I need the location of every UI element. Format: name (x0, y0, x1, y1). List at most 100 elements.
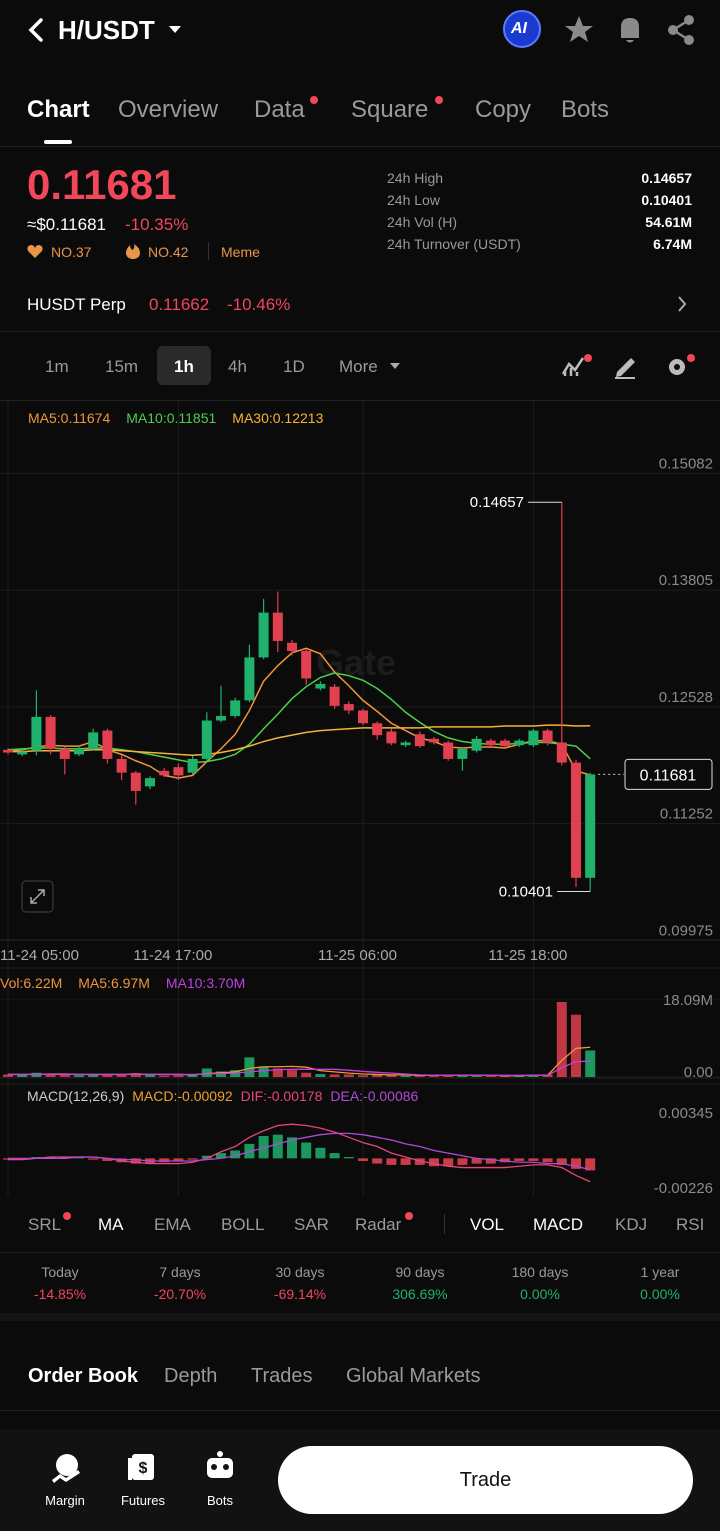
perp-chevron[interactable] (674, 294, 690, 314)
tab[interactable]: Bots (561, 96, 610, 123)
macd-bar (400, 1158, 411, 1165)
book-tab[interactable]: Global Markets (346, 1365, 481, 1387)
favorite-button[interactable] (565, 16, 593, 42)
candle-body (429, 738, 439, 743)
volume-ma-line (8, 1046, 591, 1077)
period-value: -14.85% (33, 1286, 87, 1302)
candle-body (45, 716, 56, 749)
volume-bar (74, 1075, 84, 1077)
candle-body (400, 742, 411, 746)
period-label: Today (41, 1264, 79, 1280)
bots-icon[interactable] (207, 1451, 233, 1478)
tab[interactable]: Square (351, 96, 429, 123)
interval[interactable]: More (339, 357, 378, 376)
indicator[interactable]: BOLL (221, 1215, 265, 1234)
tag[interactable]: Meme (221, 244, 260, 260)
candle-body (542, 730, 553, 743)
volume-bar (343, 1074, 354, 1077)
macd-bar (287, 1137, 297, 1159)
y-tick-label: 0.00 (684, 1064, 713, 1081)
period-label: 180 days (511, 1264, 569, 1280)
x-tick-label: 11-24 05:00 (0, 947, 79, 964)
indicator[interactable]: EMA (154, 1215, 191, 1234)
expand-button[interactable] (21, 880, 54, 913)
interval[interactable]: 1D (283, 357, 305, 376)
volume-bar (59, 1074, 70, 1077)
volume-bar (386, 1074, 397, 1077)
indicator[interactable]: KDJ (615, 1215, 648, 1234)
indicator[interactable]: Radar (355, 1215, 402, 1234)
pair-title[interactable]: H/USDT (58, 15, 155, 45)
macd-bar (45, 1157, 56, 1159)
badge-dot (405, 1212, 413, 1220)
candle-body (244, 657, 255, 701)
rank: NO.42 (148, 244, 189, 260)
candle-body (556, 742, 567, 763)
candle-body (514, 740, 525, 746)
interval[interactable]: 4h (228, 357, 247, 376)
pair-dropdown[interactable] (169, 26, 181, 33)
volume-bar (471, 1075, 482, 1077)
back-button[interactable] (28, 18, 43, 42)
indicator[interactable]: SRL (28, 1215, 62, 1234)
candle-body (173, 767, 184, 776)
tab[interactable]: Copy (475, 96, 532, 123)
ai-button[interactable] (503, 10, 541, 48)
divider (0, 400, 720, 401)
interval[interactable]: 1m (45, 357, 69, 376)
badge-dot (310, 96, 318, 104)
trade-button[interactable]: Trade (278, 1446, 693, 1514)
macd-bar (571, 1158, 581, 1169)
tab[interactable]: Chart (27, 96, 90, 123)
legend-entry: MACD:-0.00092 (132, 1088, 233, 1104)
indicator[interactable]: MACD (533, 1215, 584, 1234)
candle-body (343, 704, 354, 711)
alert-button[interactable] (621, 18, 639, 43)
perp-price: 0.11662 (149, 295, 210, 314)
macd-bar (17, 1158, 28, 1160)
share-button[interactable] (668, 15, 694, 45)
tab[interactable]: Overview (118, 96, 219, 123)
perp-change: -10.46% (227, 295, 291, 314)
nav-label[interactable]: Margin (45, 1493, 85, 1508)
futures-icon[interactable]: $ (128, 1454, 154, 1480)
volume-bar (173, 1075, 184, 1077)
volume-ma-line (8, 1060, 591, 1076)
candle-body (102, 730, 113, 759)
candle-body (88, 732, 99, 749)
book-tab[interactable]: Order Book (28, 1365, 139, 1387)
svg-text:$: $ (139, 1460, 148, 1477)
indicator[interactable]: RSI (676, 1215, 705, 1234)
volume-bar (159, 1075, 170, 1077)
book-tab[interactable]: Trades (251, 1365, 313, 1387)
macd-bar (130, 1158, 141, 1164)
volume-bar (201, 1068, 212, 1077)
interval[interactable]: 1h (174, 357, 194, 376)
draw-button[interactable] (615, 358, 635, 379)
macd-bar (429, 1158, 439, 1167)
legend-entry: MA5:0.11674 (28, 410, 110, 426)
candle-body (159, 770, 170, 776)
nav-icons: $ (52, 1451, 233, 1483)
margin-icon[interactable] (52, 1454, 80, 1483)
book-tab[interactable]: Depth (164, 1365, 218, 1387)
indicator-button[interactable] (561, 354, 592, 376)
indicator[interactable]: MA (98, 1215, 124, 1234)
ma-line (7, 647, 591, 779)
macd-bar (485, 1158, 496, 1164)
volume-bar (272, 1068, 283, 1077)
interval[interactable]: 15m (105, 357, 139, 376)
indicator[interactable]: SAR (294, 1215, 329, 1234)
settings-button[interactable] (669, 354, 695, 375)
perp-name[interactable]: HUSDT Perp (27, 295, 126, 314)
nav-label[interactable]: Bots (206, 1493, 234, 1508)
volume-bar (414, 1075, 425, 1077)
macd-bar (88, 1158, 99, 1160)
x-tick-label: 11-25 18:00 (488, 947, 567, 964)
volume-bar (258, 1066, 269, 1077)
tab[interactable]: Data (254, 96, 305, 123)
indicator[interactable]: VOL (470, 1215, 505, 1234)
nav-label[interactable]: Futures (120, 1493, 166, 1508)
candle-body (287, 642, 297, 652)
macd-bar (272, 1134, 283, 1159)
